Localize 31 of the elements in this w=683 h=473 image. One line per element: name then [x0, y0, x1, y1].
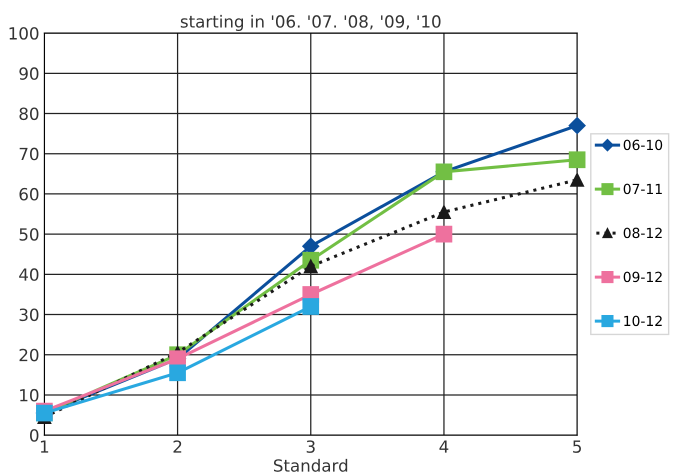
y-tick-label: 90 [19, 67, 38, 80]
legend-label: 08-12 [624, 228, 662, 238]
y-tick-label: 10 [20, 388, 38, 402]
point [570, 172, 584, 187]
y-tick-label: 70 [20, 148, 38, 160]
x-tick-label: 4 [439, 440, 448, 453]
y-tick-label: 20 [20, 348, 38, 362]
y-tick-label: 60 [19, 188, 38, 200]
x-tick-label: 5 [573, 440, 581, 453]
x-tick-label: 1 [40, 440, 48, 453]
legend-label: 09-12 [624, 272, 662, 282]
point [568, 151, 586, 168]
x-tick-label: 2 [174, 440, 182, 453]
legend-label: 06-10 [624, 140, 662, 150]
y-tick-label: 40 [19, 268, 38, 281]
legend-label: 07-11 [624, 184, 662, 194]
point [302, 298, 320, 315]
point [169, 364, 186, 382]
chart-title: starting in '06. '07. '08, '09, '10 [180, 14, 441, 32]
point [568, 117, 586, 134]
y-tick-label: 100 [10, 27, 38, 40]
x-axis-title: Standard [274, 458, 348, 472]
y-tick-label: 0 [30, 429, 38, 442]
point [304, 259, 318, 274]
y-tick-label: 50 [20, 228, 38, 241]
y-tick-label: 80 [19, 107, 38, 120]
y-tick-label: 30 [20, 308, 38, 322]
point [437, 205, 451, 219]
point [436, 226, 452, 242]
legend-label: 10-12 [624, 316, 662, 326]
x-tick-label: 3 [306, 440, 315, 453]
